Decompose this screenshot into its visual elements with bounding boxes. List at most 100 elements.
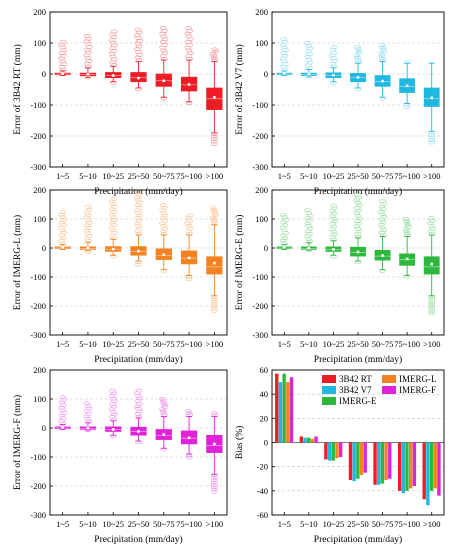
box-3 [105, 29, 122, 85]
outlier-marker [184, 221, 192, 226]
outlier-marker [84, 231, 92, 236]
outlier-marker [354, 44, 361, 49]
outlier-marker [84, 404, 92, 408]
outlier-marker [135, 218, 143, 223]
box-7 [423, 216, 440, 316]
bar-imerg-l [433, 442, 437, 489]
y-tick-label: -200 [30, 131, 46, 141]
outlier-marker [428, 138, 436, 142]
box-7 [206, 47, 223, 147]
x-axis-label: Precipitation (mm/day) [314, 534, 402, 545]
outlier-marker [84, 205, 92, 210]
mean-marker [282, 72, 286, 75]
outlier-marker [136, 226, 144, 231]
outlier-marker [280, 37, 288, 41]
panel-4: -300 -200 -100 0 100 200 1~5 5~10 10~25 25~50 50~7… [234, 185, 445, 365]
mean-marker [405, 84, 409, 88]
x-tick-label: 1~5 [56, 519, 69, 529]
box-3 [325, 203, 342, 259]
x-tick-label: 10~25 [102, 339, 124, 349]
outlier-marker [159, 229, 167, 234]
bar-imerg-e [307, 437, 311, 443]
y-tick-label: -300 [30, 510, 46, 520]
outlier-marker [378, 204, 386, 209]
outlier-marker [211, 209, 218, 214]
x-tick-label: 50~75 [153, 171, 175, 181]
y-tick-label: 0 [42, 243, 46, 253]
outlier-marker [159, 221, 166, 226]
outlier-marker [304, 234, 312, 239]
box-1 [54, 39, 71, 77]
outlier-marker [108, 407, 116, 412]
y-tick-label: -300 [30, 330, 46, 340]
outlier-marker [136, 396, 144, 401]
legend-label: IMERG-L [399, 374, 437, 384]
outlier-marker [305, 210, 313, 215]
outlier-marker [83, 228, 91, 233]
outlier-marker [355, 229, 363, 234]
mean-marker [430, 96, 434, 100]
mean-marker [187, 83, 191, 86]
box-2 [79, 401, 97, 432]
outlier-marker [355, 51, 363, 56]
outlier-marker [380, 228, 388, 232]
plot-frame [271, 11, 445, 168]
y-tick-label: 100 [33, 214, 46, 224]
outlier-marker [379, 207, 387, 212]
y-tick-label: 100 [255, 38, 268, 48]
outlier-marker [135, 401, 143, 406]
outlier-marker [59, 210, 67, 214]
outlier-marker [428, 306, 436, 311]
outlier-marker [211, 308, 218, 313]
mean-marker [307, 72, 311, 76]
outlier-marker [58, 418, 65, 423]
outlier-marker [135, 192, 143, 197]
box-1 [54, 395, 71, 430]
outlier-marker [134, 399, 142, 403]
bar-imerg-e [405, 442, 409, 491]
box-5 [155, 397, 172, 452]
outlier-marker [136, 200, 144, 205]
bar-3b42-rt [397, 442, 402, 491]
outlier-marker [282, 217, 289, 222]
mean-marker [356, 250, 360, 254]
outlier-marker [83, 223, 91, 228]
x-tick-label: 25~50 [128, 171, 150, 181]
x-tick-label: 1~5 [56, 339, 69, 349]
outlier-marker [210, 217, 218, 222]
outlier-marker [306, 231, 313, 236]
outlier-marker [354, 213, 362, 218]
x-tick-label: 50~75 [153, 519, 175, 529]
outlier-marker [83, 215, 91, 220]
outlier-marker [109, 228, 117, 233]
outlier-marker [279, 238, 287, 243]
mean-marker [61, 72, 64, 75]
outlier-marker [329, 235, 337, 239]
outlier-marker [428, 135, 436, 140]
box-2 [79, 33, 97, 79]
outlier-marker [355, 208, 362, 213]
outlier-marker [427, 229, 435, 234]
outlier-marker [378, 54, 386, 58]
legend-label: IMERG-F [399, 385, 436, 395]
y-tick-label: -20 [257, 462, 268, 472]
panel-5: -300 -200 -100 0 100 200 1~5 5~10 10~25 25~50 50~7… [12, 365, 228, 545]
outlier-marker [427, 216, 435, 221]
outlier-marker [306, 213, 314, 218]
outlier-marker [58, 212, 65, 217]
box-7 [206, 205, 223, 313]
outlier-marker [133, 195, 141, 200]
mean-marker [356, 76, 360, 79]
mean-marker [61, 246, 64, 249]
x-tick-label: 75~100 [394, 171, 420, 181]
outlier-marker [331, 219, 338, 224]
outlier-marker [60, 217, 68, 222]
x-tick-label: 25~50 [128, 519, 150, 529]
outlier-marker [58, 413, 66, 418]
x-tick-label: 10~25 [102, 171, 124, 181]
outlier-marker [329, 221, 337, 226]
outlier-marker [85, 220, 93, 225]
mean-marker [381, 79, 384, 83]
outlier-marker [83, 401, 91, 406]
x-tick-label: 25~50 [347, 339, 369, 349]
